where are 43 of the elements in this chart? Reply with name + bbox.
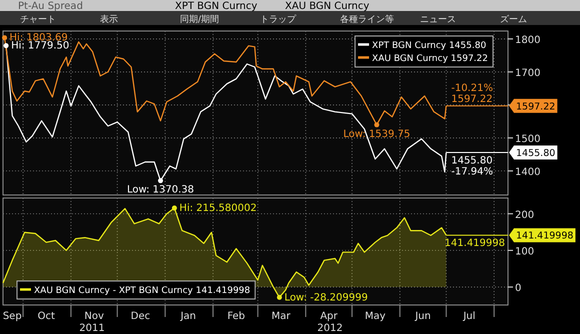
ref-line-label: 141.419998: [516, 230, 574, 242]
legend-label: XPT BGN Curncy 1455.80: [372, 41, 486, 51]
y-tick-label: 0: [515, 283, 522, 294]
text: チャート: [20, 15, 56, 25]
y-tick-label: 1700: [515, 68, 540, 79]
y-tick-label: 100: [515, 246, 534, 258]
x-tick-label: Jul: [462, 311, 476, 322]
ref-line-label: 1597.22: [516, 101, 556, 112]
y-tick-label: 1500: [515, 134, 540, 145]
x-tick-label: Oct: [38, 311, 55, 322]
text: 2012: [317, 323, 343, 334]
y-tick-label: 200: [515, 210, 534, 221]
x-tick-label: Nov: [84, 311, 104, 322]
y-tick-label: 1400: [515, 166, 540, 178]
ref-line-label: 1455.80: [516, 148, 556, 159]
x-tick-label: Jan: [180, 311, 196, 322]
x-tick-label: Jun: [414, 311, 431, 322]
legend-label: XAU BGN Curncy - XPT BGN Curncy 141.419998: [34, 286, 250, 296]
annotation: Hi: 215.580002: [179, 203, 257, 214]
text: トラップ: [260, 14, 297, 25]
text: 2011: [79, 323, 105, 334]
y-tick-label: 1800: [515, 34, 540, 46]
x-tick-label: Feb: [227, 311, 246, 322]
annotation: 1455.80 -17.94%: [451, 156, 493, 178]
legend-label: XAU BGN Curncy 1597.22: [372, 54, 488, 64]
x-tick-label: Apr: [320, 311, 338, 322]
annotation: Low: 1370.38: [127, 184, 194, 196]
x-tick-label: Mar: [272, 311, 292, 322]
text: 同期/期間: [180, 14, 220, 25]
annotation: 141.419998: [444, 238, 505, 250]
x-tick-label: Dec: [130, 311, 150, 322]
text: XPT BGN Curncy: [175, 1, 258, 12]
x-tick-label: Sep: [2, 311, 22, 322]
annotation: -10.21% 1597.22: [451, 82, 493, 105]
text: ニュース: [420, 15, 456, 25]
text: 表示: [100, 14, 118, 25]
annotation: Low: 1539.75: [343, 128, 410, 140]
text: 各種ライン等: [340, 14, 394, 25]
chart-title: Pt-Au Spread: [18, 1, 83, 12]
x-tick-label: May: [364, 311, 386, 322]
text: XAU BGN Curncy: [285, 1, 370, 12]
text: ズーム: [500, 14, 527, 25]
annotation: Low: -28.209999: [284, 292, 368, 304]
